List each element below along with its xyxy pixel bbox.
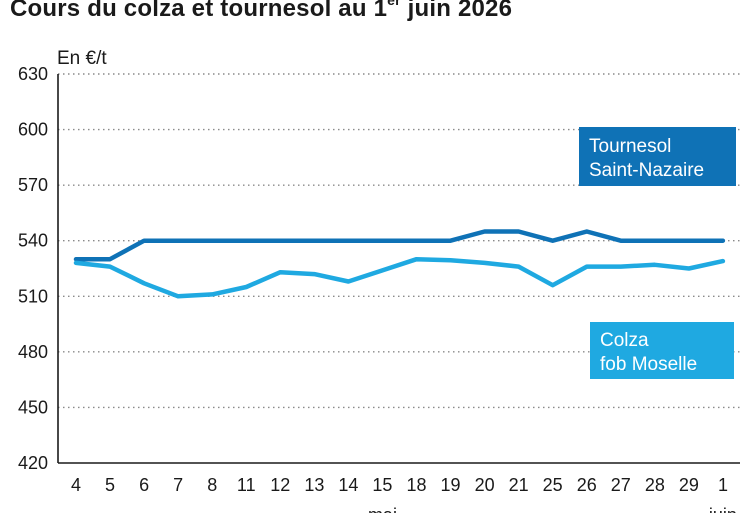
x-tick-label: 28: [645, 475, 665, 495]
legend-colza-line2: fob Moselle: [600, 354, 697, 375]
x-tick-label: 6: [139, 475, 149, 495]
x-tick-label: 27: [611, 475, 631, 495]
y-tick-label: 480: [18, 342, 48, 362]
y-tick-label: 540: [18, 231, 48, 251]
chart-title: Cours du colza et tournesol au 1er juin …: [10, 0, 512, 23]
chart-title-sup: er: [387, 0, 401, 8]
y-tick-labels: 630 600 570 540 510 480 450 420: [18, 64, 48, 473]
legend-colza-box: [590, 322, 734, 379]
month-label: mai: [368, 505, 397, 513]
y-tick-label: 570: [18, 175, 48, 195]
x-tick-label: 1: [718, 475, 728, 495]
legend-tournesol-line2: Saint-Nazaire: [589, 160, 704, 181]
legend-tournesol-box: [579, 127, 736, 186]
x-tick-label: 15: [372, 475, 392, 495]
series-lines: [73, 229, 726, 299]
x-tick-label: 19: [441, 475, 461, 495]
x-tick-label: 7: [173, 475, 183, 495]
legend-colza-line1: Colza: [600, 330, 649, 351]
legend-tournesol-line1: Tournesol: [589, 136, 671, 157]
x-tick-label: 18: [406, 475, 426, 495]
x-tick-label: 12: [270, 475, 290, 495]
x-tick-label: 8: [207, 475, 217, 495]
x-tick-label: 4: [71, 475, 81, 495]
x-tick-label: 25: [543, 475, 563, 495]
series-line-tournesol: [73, 229, 726, 262]
legend-colza: Colza fob Moselle: [590, 322, 734, 379]
chart-title-end: juin 2026: [400, 0, 513, 22]
x-tick-label: 21: [509, 475, 529, 495]
x-tick-label: 11: [237, 475, 256, 495]
x-tick-label: 20: [475, 475, 495, 495]
legend-tournesol: Tournesol Saint-Nazaire: [579, 127, 736, 186]
series-line-colza: [73, 256, 726, 299]
x-tick-labels: 4 5 6 7 8 11 12 13 14 15 18 19 20 21 25 26 27 28 29 1: [71, 475, 728, 495]
month-labels: mai juin: [368, 505, 737, 513]
x-tick-label: 5: [105, 475, 115, 495]
chart-title-main: Cours du colza et tournesol au 1: [10, 0, 388, 22]
y-tick-label: 510: [18, 286, 48, 306]
y-tick-label: 600: [18, 120, 48, 140]
y-tick-label: 450: [18, 397, 48, 417]
x-tick-label: 13: [304, 475, 324, 495]
y-tick-label: 630: [18, 64, 48, 84]
x-tick-label: 29: [679, 475, 699, 495]
x-tick-label: 26: [577, 475, 597, 495]
y-axis-unit-label: En €/t: [57, 48, 107, 69]
month-label: juin: [708, 505, 737, 513]
y-tick-label: 420: [18, 453, 48, 473]
x-tick-label: 14: [338, 475, 358, 495]
